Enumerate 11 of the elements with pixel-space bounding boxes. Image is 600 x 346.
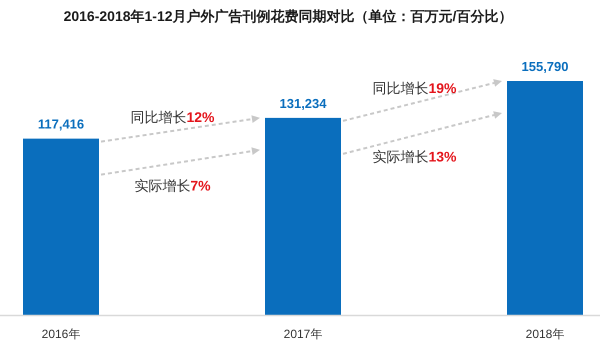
- data-label: 131,234: [280, 96, 328, 111]
- annotation: 实际增长13%: [372, 148, 458, 164]
- annotation: 同比增长12%: [130, 108, 216, 125]
- chart-title: 2016-2018年1-12月户外广告刊例花费同期对比（单位：百万元/百分比）: [64, 8, 512, 24]
- x-tick-label: 2016年: [42, 327, 80, 341]
- x-tick-label: 2018年: [526, 327, 564, 341]
- x-tick-label: 2017年: [284, 327, 322, 341]
- data-label: 117,416: [38, 116, 84, 132]
- data-label: 155,790: [522, 59, 568, 74]
- annotation: 实际增长7%: [134, 177, 212, 194]
- annotation: 同比增长19%: [372, 80, 458, 96]
